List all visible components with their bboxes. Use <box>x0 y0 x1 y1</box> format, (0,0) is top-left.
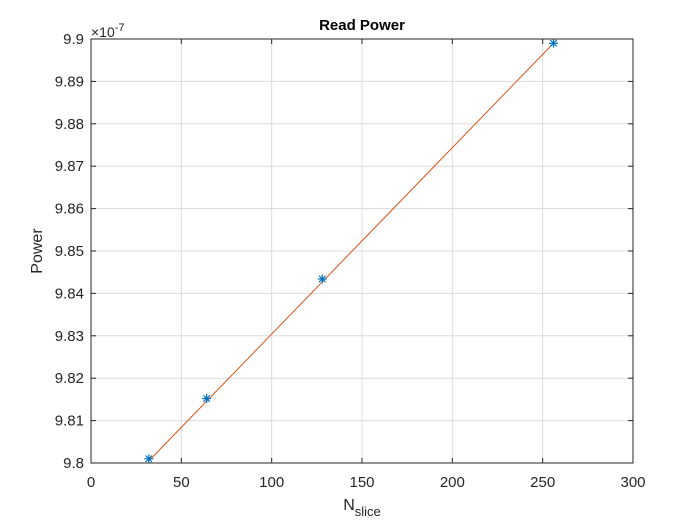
y-tick-label: 9.82 <box>55 370 84 387</box>
x-tick-label: 150 <box>349 474 374 491</box>
x-tick-label: 250 <box>530 474 555 491</box>
y-tick-label: 9.85 <box>55 243 84 260</box>
y-axis-label: Power <box>29 228 46 274</box>
y-exponent-prefix: ×10 <box>91 24 115 40</box>
x-axis-label: Nslice <box>343 497 381 519</box>
y-tick-label: 9.81 <box>55 413 84 430</box>
x-tick-label: 100 <box>259 474 284 491</box>
x-axis-label-base: N <box>343 497 355 514</box>
y-tick-label: 9.9 <box>63 31 84 48</box>
y-tick-label: 9.84 <box>55 285 84 302</box>
x-tick-label: 50 <box>173 474 190 491</box>
y-tick-label: 9.8 <box>63 455 84 472</box>
y-tick-label: 9.89 <box>55 73 84 90</box>
x-axis-label-subscript: slice <box>355 504 381 519</box>
y-exponent-power: -7 <box>115 22 125 34</box>
y-tick-label: 9.88 <box>55 116 84 133</box>
x-tick-label: 0 <box>87 474 95 491</box>
marker-stroke <box>549 39 558 47</box>
y-exponent-label: ×10-7 <box>91 22 125 40</box>
marker-stroke <box>318 275 326 283</box>
marker-stroke <box>202 394 211 403</box>
y-tick-label: 9.87 <box>55 158 84 175</box>
x-tick-label: 300 <box>620 474 645 491</box>
data-point-marker <box>549 38 559 48</box>
data-point-marker <box>317 274 327 284</box>
y-tick-label: 9.83 <box>55 328 84 345</box>
chart-title: Read Power <box>319 17 405 34</box>
series-layer <box>144 38 559 464</box>
data-point-marker <box>144 454 154 464</box>
x-tick-label: 200 <box>440 474 465 491</box>
marker-stroke <box>145 455 153 463</box>
fit-line <box>148 42 554 462</box>
tick-layer: 0 50 100 150 200 250 300 9.8 9.81 9.82 9.83 9.84 9.8… <box>55 31 646 491</box>
y-tick-label: 9.86 <box>55 201 84 218</box>
data-point-marker <box>202 394 212 404</box>
